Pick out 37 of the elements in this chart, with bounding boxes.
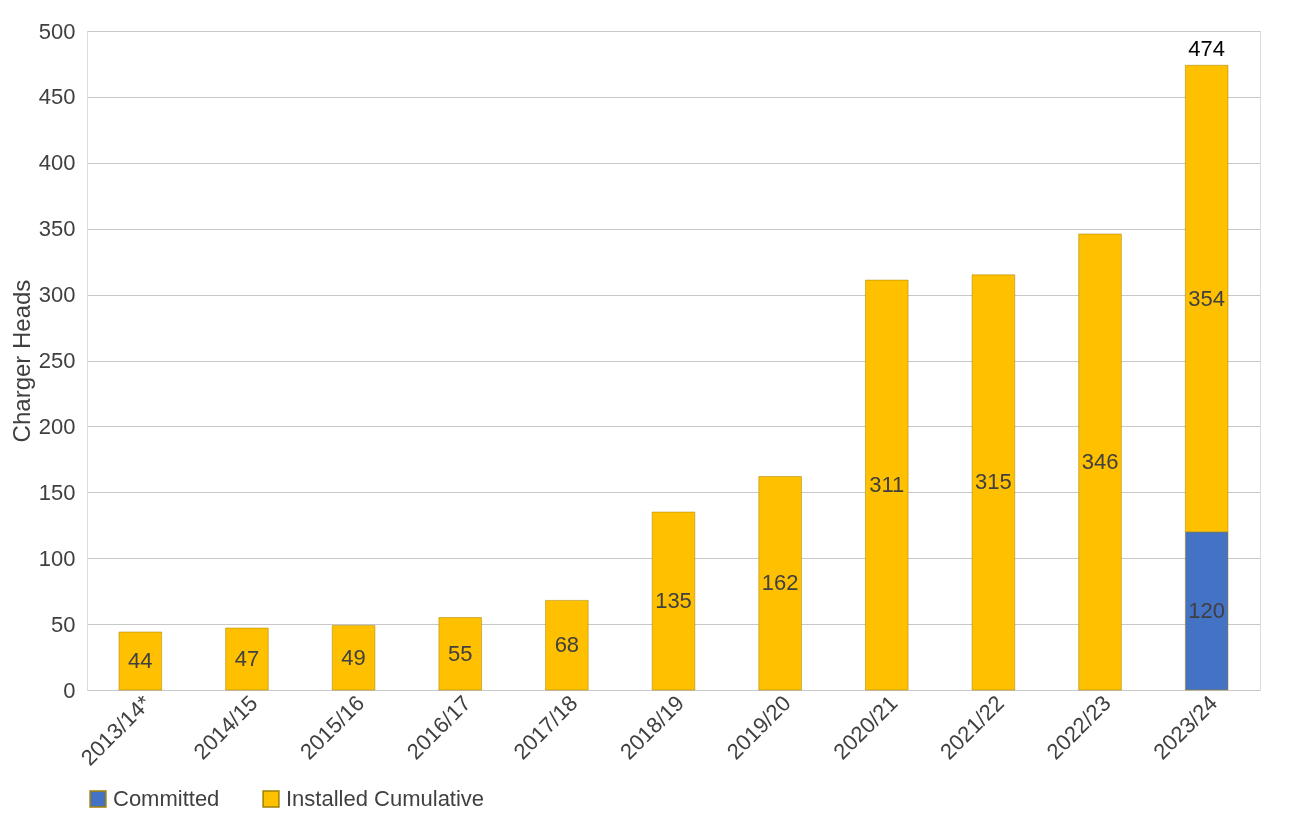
data-label: 120 xyxy=(1188,597,1226,623)
bar xyxy=(865,279,909,691)
bar xyxy=(332,625,376,691)
data-label: 55 xyxy=(447,640,473,666)
bar xyxy=(438,617,482,691)
data-label: 354 xyxy=(1188,285,1226,311)
y-tick-label: 500 xyxy=(38,18,76,44)
bar xyxy=(651,511,696,691)
data-label: 135 xyxy=(655,588,692,614)
legend-label: Installed Cumulative xyxy=(286,786,485,811)
y-tick-label: 350 xyxy=(38,216,76,242)
bar xyxy=(758,476,802,691)
bar xyxy=(1078,233,1122,691)
data-label: 346 xyxy=(1081,448,1119,474)
bar xyxy=(225,627,269,691)
data-label: 311 xyxy=(869,472,905,498)
y-tick-label: 300 xyxy=(38,282,76,308)
bar xyxy=(118,631,162,691)
y-tick-label: 400 xyxy=(38,150,76,176)
y-axis-title: Charger Heads xyxy=(7,279,35,443)
legend-label: Committed xyxy=(113,786,220,811)
data-label: 162 xyxy=(761,570,799,596)
bar xyxy=(545,600,589,691)
data-label: 315 xyxy=(975,469,1012,495)
total-label: 474 xyxy=(1188,36,1226,62)
y-tick-label: 50 xyxy=(51,611,76,637)
y-tick-label: 450 xyxy=(38,84,76,110)
y-tick-label: 100 xyxy=(38,545,76,571)
data-label: 44 xyxy=(128,648,153,673)
y-tick-label: 0 xyxy=(63,677,76,703)
data-label: 49 xyxy=(341,644,366,670)
data-label: 68 xyxy=(554,632,580,658)
y-tick-label: 150 xyxy=(38,479,76,505)
bar xyxy=(971,274,1015,691)
y-tick-label: 200 xyxy=(38,413,76,439)
y-tick-label: 250 xyxy=(38,348,76,373)
data-label: 47 xyxy=(234,646,260,672)
